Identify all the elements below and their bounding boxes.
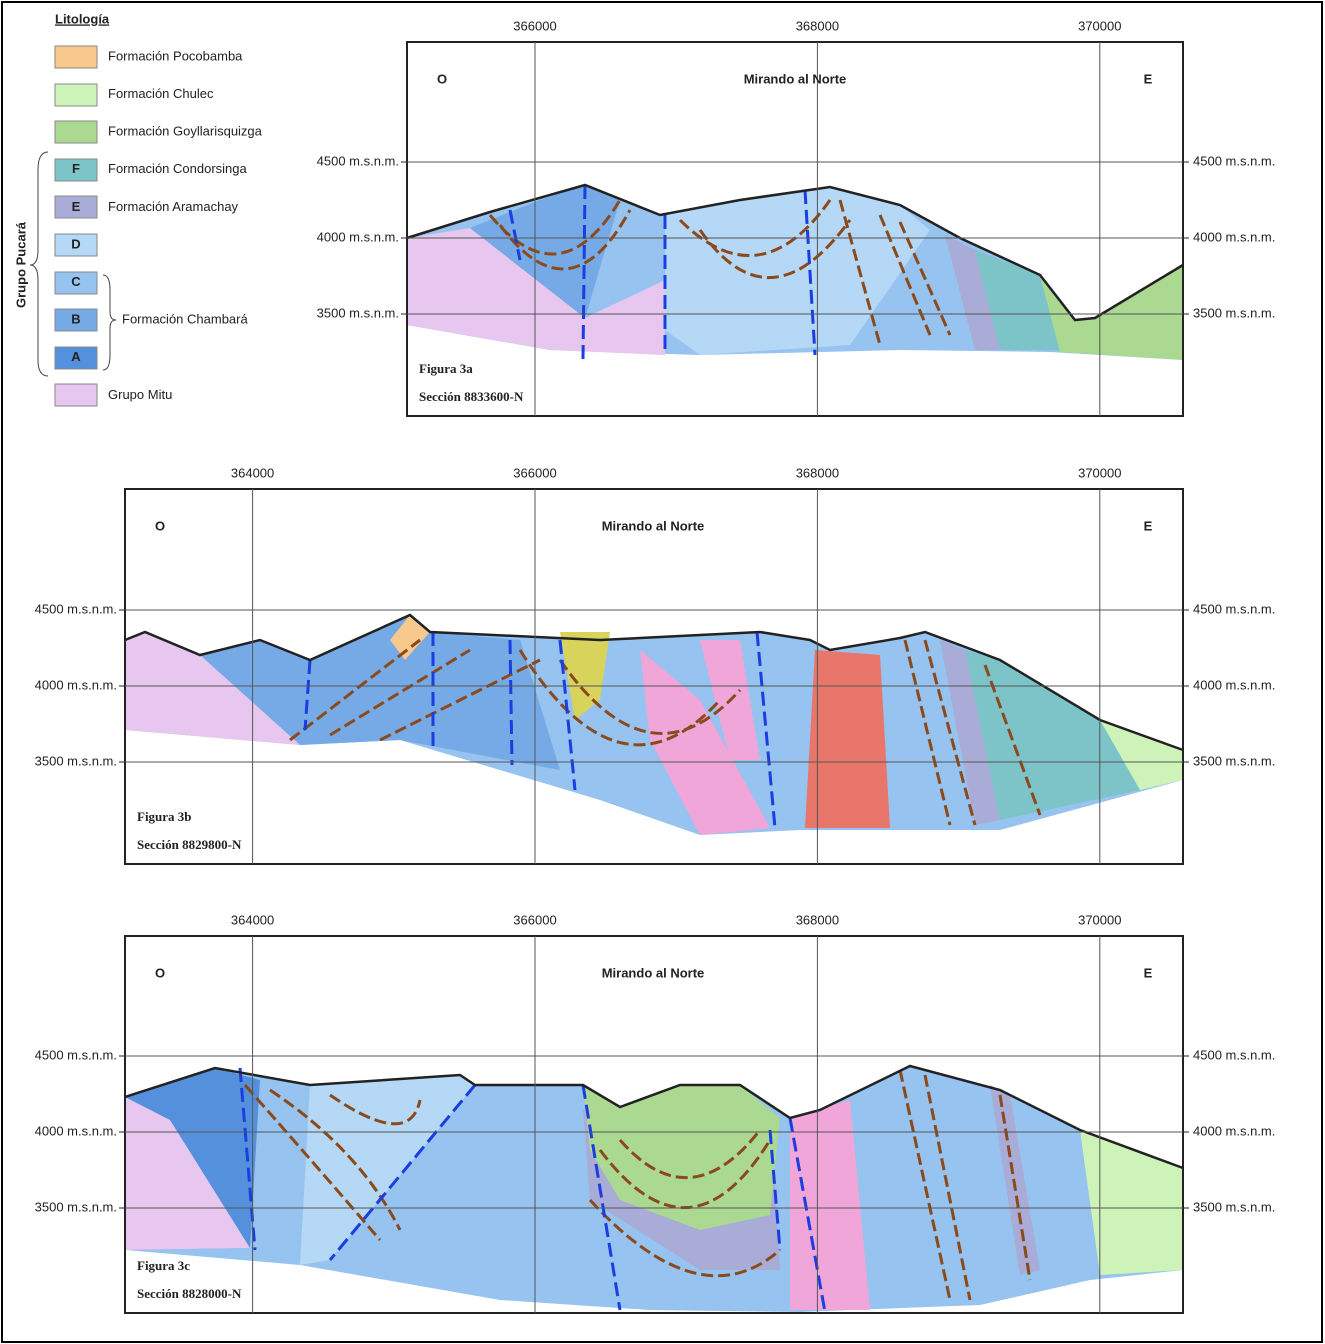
figure-title: Figura 3b — [137, 809, 192, 824]
easting-label: 370000 — [1078, 465, 1121, 480]
elevation-label: 3500 m.s.n.m. — [317, 305, 399, 320]
legend-letter: E — [72, 199, 81, 214]
elevation-label: 4500 m.s.n.m. — [1193, 1047, 1275, 1062]
legend-letter: B — [71, 312, 80, 327]
easting-label: 370000 — [1078, 18, 1121, 33]
elevation-label: 4500 m.s.n.m. — [1193, 601, 1275, 616]
elevation-label: 3500 m.s.n.m. — [35, 1199, 117, 1214]
legend-subgroup: Formación Chambará — [122, 311, 248, 326]
west-label: O — [155, 965, 165, 980]
elevation-label: 3500 m.s.n.m. — [1193, 1199, 1275, 1214]
legend-label: Formación Aramachay — [108, 199, 239, 214]
legend-letter: C — [71, 274, 81, 289]
east-label: E — [1144, 518, 1153, 533]
west-label: O — [155, 518, 165, 533]
figure-title: Figura 3a — [419, 361, 473, 376]
elevation-label: 4000 m.s.n.m. — [1193, 677, 1275, 692]
elevation-label: 4500 m.s.n.m. — [35, 601, 117, 616]
legend-letter: F — [72, 161, 80, 176]
elevation-label: 4500 m.s.n.m. — [35, 1047, 117, 1062]
view-title: Mirando al Norte — [744, 71, 847, 86]
easting-label: 364000 — [231, 912, 274, 927]
elevation-label: 4000 m.s.n.m. — [1193, 1123, 1275, 1138]
legend-group: Grupo Pucará — [13, 221, 28, 308]
view-title: Mirando al Norte — [602, 965, 705, 980]
easting-label: 366000 — [513, 912, 556, 927]
elevation-label: 4500 m.s.n.m. — [1193, 153, 1275, 168]
elevation-label: 4000 m.s.n.m. — [1193, 229, 1275, 244]
section-title: Sección 8833600-N — [419, 389, 524, 404]
elevation-label: 3500 m.s.n.m. — [1193, 753, 1275, 768]
legend-label: Grupo Mitu — [108, 387, 172, 402]
easting-label: 364000 — [231, 465, 274, 480]
elevation-label: 4000 m.s.n.m. — [35, 1123, 117, 1138]
easting-label: 370000 — [1078, 912, 1121, 927]
elevation-label: 3500 m.s.n.m. — [35, 753, 117, 768]
easting-label: 366000 — [513, 18, 556, 33]
elevation-label: 4000 m.s.n.m. — [317, 229, 399, 244]
elevation-label: 3500 m.s.n.m. — [1193, 305, 1275, 320]
legend-letter: A — [71, 349, 81, 364]
section-title: Sección 8829800-N — [137, 837, 242, 852]
section-title: Sección 8828000-N — [137, 1286, 242, 1301]
easting-label: 366000 — [513, 465, 556, 480]
easting-label: 368000 — [796, 18, 839, 33]
east-label: E — [1144, 965, 1153, 980]
legend-letter: D — [71, 236, 80, 251]
legend-label: Formación Chulec — [108, 86, 214, 101]
west-label: O — [437, 71, 447, 86]
elevation-label: 4500 m.s.n.m. — [317, 153, 399, 168]
legend-title: Litología — [55, 11, 110, 26]
view-title: Mirando al Norte — [602, 518, 705, 533]
legend-label: Formación Condorsinga — [108, 161, 248, 176]
legend-label: Formación Goyllarisquizga — [108, 124, 263, 139]
easting-label: 368000 — [796, 465, 839, 480]
easting-label: 368000 — [796, 912, 839, 927]
elevation-label: 4000 m.s.n.m. — [35, 677, 117, 692]
figure-title: Figura 3c — [137, 1258, 190, 1273]
figure: Litología Formación Pocobamba Formación Ch… — [0, 0, 1325, 1344]
legend-label: Formación Pocobamba — [108, 48, 243, 63]
east-label: E — [1144, 71, 1153, 86]
